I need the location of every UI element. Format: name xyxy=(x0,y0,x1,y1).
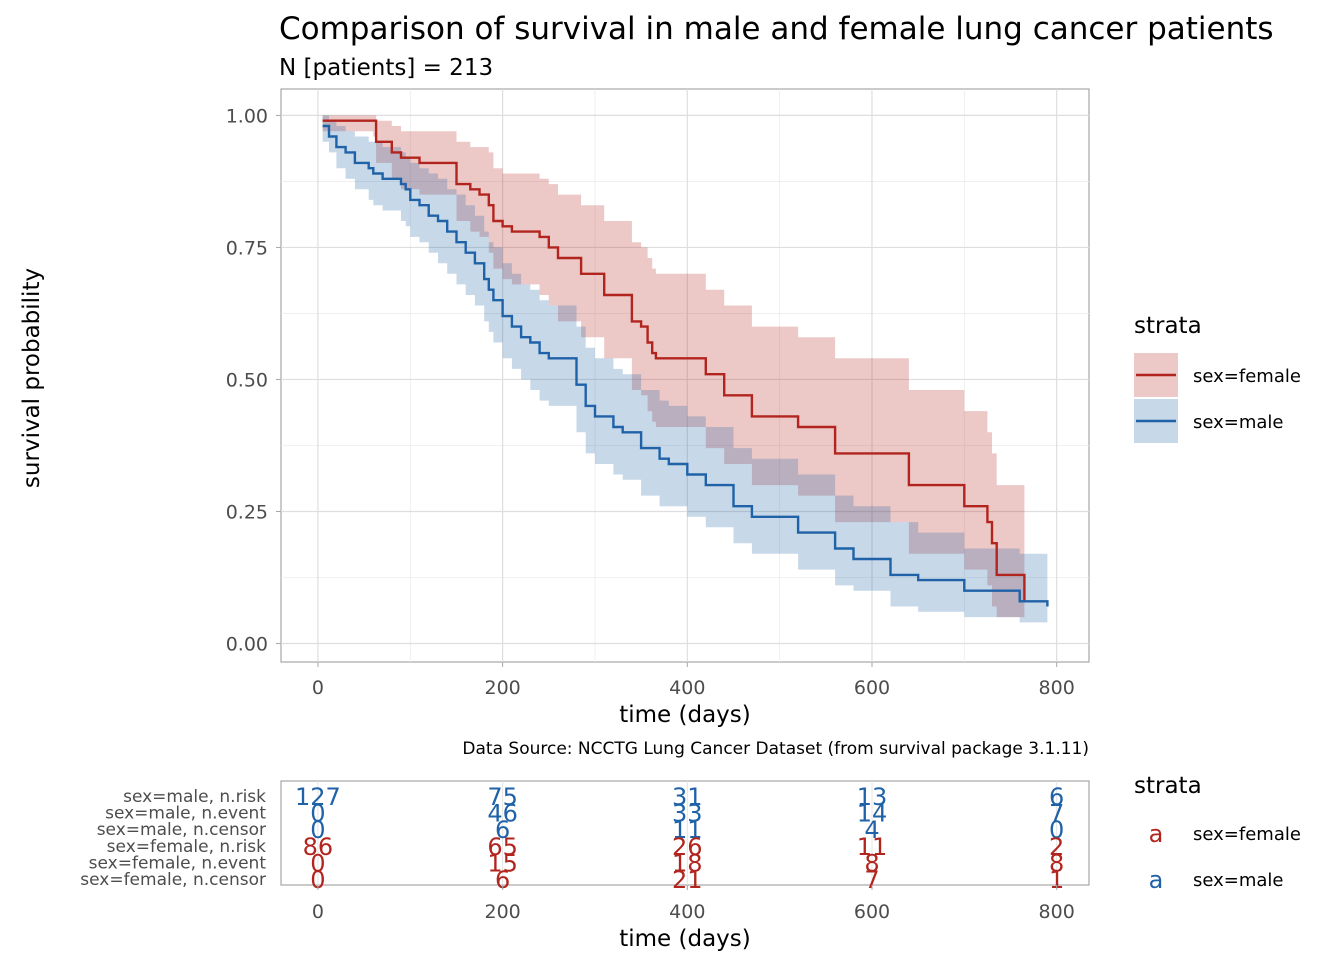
confidence-bands xyxy=(322,115,1048,623)
chart-title: Comparison of survival in male and femal… xyxy=(279,11,1274,47)
risk-row-label-4: sex=female, n.event xyxy=(89,853,267,873)
risk-x-axis-title: time (days) xyxy=(619,926,751,952)
risk-cell-2-1: 6 xyxy=(495,816,510,844)
x-axis-title: time (days) xyxy=(619,702,751,728)
risk-legend-glyph-female: a xyxy=(1149,820,1164,848)
caption: Data Source: NCCTG Lung Cancer Dataset (… xyxy=(462,739,1089,759)
band-sex-male xyxy=(322,115,1048,623)
risk-cell-3-0: 86 xyxy=(303,833,334,861)
risk-grid xyxy=(317,781,1058,885)
risk-cell-2-3: 4 xyxy=(864,816,879,844)
band-sex-female xyxy=(322,115,1025,618)
risk-row-label-0: sex=male, n.risk xyxy=(123,787,266,807)
risk-row-label-3: sex=female, n.risk xyxy=(107,837,266,857)
risk-cell-3-2: 26 xyxy=(672,833,703,861)
risk-table-panel xyxy=(280,780,1090,886)
risk-legend-label-male: sex=male xyxy=(1193,870,1284,891)
main-panel xyxy=(280,88,1090,663)
risk-cell-1-0: 0 xyxy=(310,800,325,828)
risk-x-tick-label-1: 200 xyxy=(484,901,520,923)
risk-row-label-1: sex=male, n.event xyxy=(105,804,266,824)
risk-cell-4-1: 15 xyxy=(487,849,518,877)
risk-legend-label-female: sex=female xyxy=(1193,824,1301,845)
risk-cell-1-4: 7 xyxy=(1049,800,1064,828)
risk-row-label-5: sex=female, n.censor xyxy=(80,870,266,890)
risk-cell-4-2: 18 xyxy=(672,849,703,877)
risk-x-axis-ticks: 0 200 400 600 800 xyxy=(312,885,1075,923)
legend-label-male: sex=male xyxy=(1193,412,1284,433)
x-tick-label-4: 800 xyxy=(1039,677,1075,699)
risk-cell-4-4: 8 xyxy=(1049,849,1064,877)
x-tick-label-0: 0 xyxy=(312,677,324,699)
risk-cell-2-2: 11 xyxy=(672,816,703,844)
risk-cell-5-0: 0 xyxy=(310,866,325,894)
risk-row-label-2: sex=male, n.censor xyxy=(97,820,266,840)
y-axis-title: survival probability xyxy=(19,268,45,488)
risk-cell-0-4: 6 xyxy=(1049,783,1064,811)
risk-cell-3-1: 65 xyxy=(487,833,518,861)
y-tick-label-2: 0.50 xyxy=(226,369,268,391)
risk-cell-2-4: 0 xyxy=(1049,816,1064,844)
risk-cell-5-1: 6 xyxy=(495,866,510,894)
risk-cell-4-3: 8 xyxy=(864,849,879,877)
risk-cell-4-0: 0 xyxy=(310,849,325,877)
y-tick-label-3: 0.75 xyxy=(226,237,268,259)
y-axis-ticks: 0.00 0.25 0.50 0.75 1.00 xyxy=(226,105,281,656)
risk-cell-1-1: 46 xyxy=(487,800,518,828)
chart-subtitle: N [patients] = 213 xyxy=(279,55,493,81)
risk-cell-0-2: 31 xyxy=(672,783,703,811)
survival-curves xyxy=(322,119,1049,607)
y-tick-label-4: 1.00 xyxy=(226,105,268,127)
legend-title: strata xyxy=(1134,313,1202,339)
risk-legend-glyph-male: a xyxy=(1149,866,1164,894)
risk-cell-3-3: 11 xyxy=(857,833,888,861)
x-tick-label-1: 200 xyxy=(484,677,520,699)
risk-cell-1-3: 14 xyxy=(857,800,888,828)
legend-label-female: sex=female xyxy=(1193,366,1301,387)
x-axis-ticks: 0 200 400 600 800 xyxy=(312,662,1075,699)
main-grid xyxy=(281,89,1089,662)
legend-main: strata sex=female sex=male xyxy=(1134,313,1301,443)
risk-cell-1-2: 33 xyxy=(672,800,703,828)
risk-cell-3-4: 2 xyxy=(1049,833,1064,861)
risk-cell-2-0: 0 xyxy=(310,816,325,844)
curve-sex-female xyxy=(322,119,1026,602)
risk-cell-5-4: 1 xyxy=(1049,866,1064,894)
y-tick-label-1: 0.25 xyxy=(226,501,268,523)
risk-cell-0-0: 127 xyxy=(295,783,341,811)
risk-x-tick-label-0: 0 xyxy=(312,901,324,923)
x-tick-label-2: 400 xyxy=(669,677,705,699)
curve-sex-male xyxy=(322,124,1049,607)
risk-table-cells: 127 75 31 13 60 46 33 14 70 6 11 4 086 65 26 11 20 15 18 8 8… xyxy=(295,783,1064,894)
risk-x-tick-label-3: 600 xyxy=(854,901,890,923)
x-tick-label-3: 600 xyxy=(854,677,890,699)
risk-cell-5-3: 7 xyxy=(864,866,879,894)
risk-x-tick-label-4: 800 xyxy=(1039,901,1075,923)
risk-legend-title: strata xyxy=(1134,773,1202,799)
y-tick-label-0: 0.00 xyxy=(226,634,268,656)
risk-x-tick-label-2: 400 xyxy=(669,901,705,923)
legend-risk: strata a sex=female a sex=male xyxy=(1134,773,1301,894)
risk-cell-0-1: 75 xyxy=(487,783,518,811)
risk-cell-0-3: 13 xyxy=(857,783,888,811)
